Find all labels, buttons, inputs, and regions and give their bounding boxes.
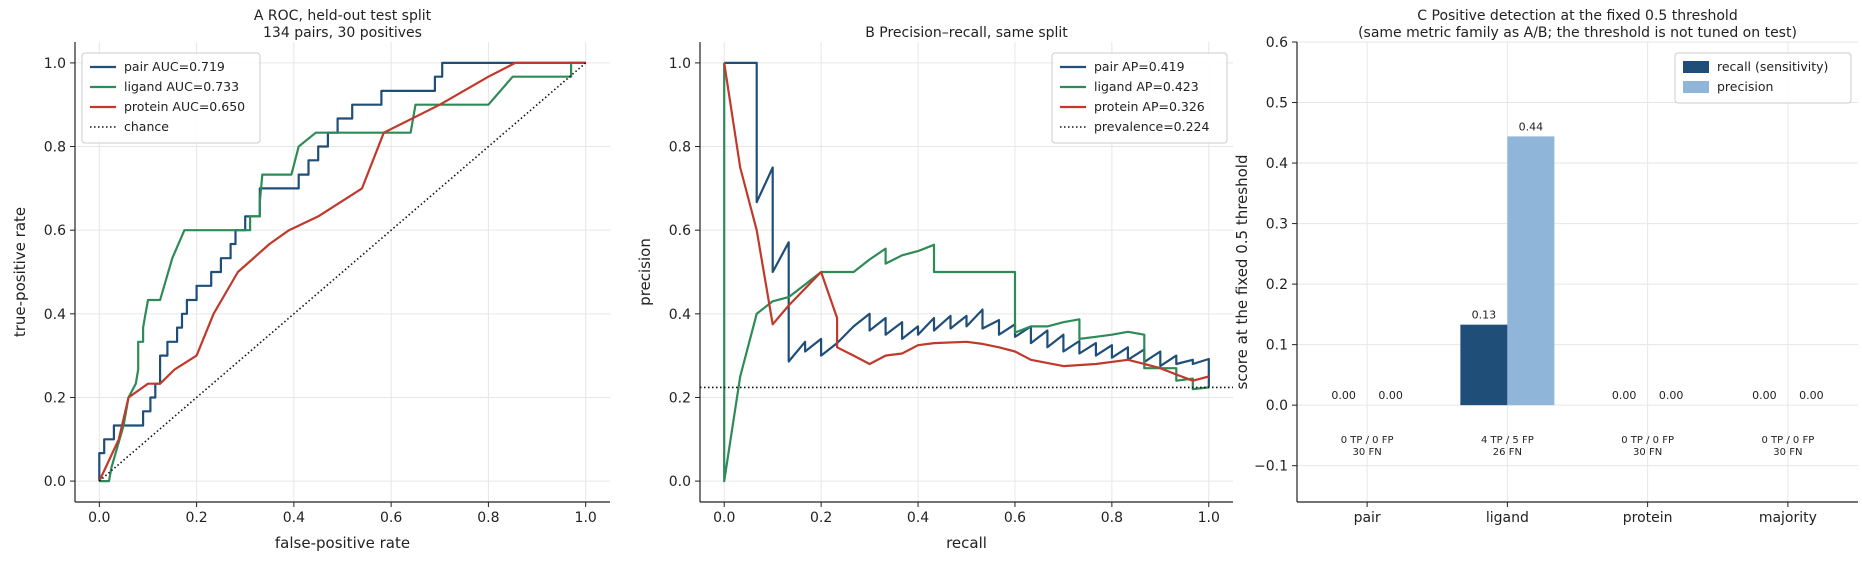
series-line-3 (98, 62, 587, 482)
legend: pair AP=0.419 ligand AP=0.423 protein AP=0… (1051, 52, 1228, 144)
x-tick-label: protein (1623, 510, 1673, 526)
y-tick-label: 0.6 (669, 223, 691, 239)
bar-annotation-line1: 4 TP / 5 FP (1481, 435, 1534, 446)
y-tick-label: −0.1 (1254, 459, 1288, 475)
legend-box (1674, 52, 1852, 104)
y-tick-label: 0.1 (1266, 338, 1288, 354)
x-tick-label: 0.6 (380, 510, 402, 526)
bar-value-label: 0.00 (1378, 389, 1403, 402)
y-tick-label: 0.3 (1266, 217, 1288, 233)
x-axis-label: recall (946, 534, 987, 552)
x-tick-label: 0.0 (88, 510, 110, 526)
chart-subtitle: 134 pairs, 30 positives (263, 25, 422, 41)
y-axis-label: precision (636, 238, 654, 306)
bar-ligand-1 (1507, 136, 1555, 406)
series-line-1 (99, 61, 586, 483)
chart-subtitle: (same metric family as A/B; the threshol… (1358, 25, 1797, 41)
panel-b: 0.0 0.0 0.2 0.2 0.4 0.4 0.6 0.6 0.8 0.8 1.0 1.0 B Pr… (636, 25, 1233, 552)
panel-a: 0.0 0.0 0.2 0.2 0.4 0.4 0.6 0.6 0.8 0.8 1.0 1.0 A RO… (11, 8, 610, 552)
x-tick-label: 0.4 (283, 510, 305, 526)
y-axis-label: true-positive rate (11, 207, 29, 337)
bar-value-label: 0.00 (1799, 389, 1824, 402)
y-axis-label: score at the fixed 0.5 threshold (1233, 155, 1251, 390)
legend-label: protein AP=0.326 (1094, 99, 1205, 114)
bar-value-label: 0.00 (1612, 389, 1637, 402)
legend-box (1051, 52, 1228, 144)
panel-c: −0.1 0.0 0.1 0.2 0.3 0.4 0.5 0.6 0.00 0.00 0 TP / … (1233, 8, 1858, 526)
series-line-1 (723, 62, 1209, 483)
chart-title: A ROC, held-out test split (254, 8, 432, 24)
x-tick-label: 0.2 (185, 510, 207, 526)
legend: pair AUC=0.719 ligand AUC=0.733 protein AU… (81, 52, 261, 144)
y-tick-label: 0.6 (44, 223, 66, 239)
x-tick-label: 0.8 (477, 510, 499, 526)
y-tick-label: 0.4 (44, 307, 66, 323)
legend-label: precision (1717, 79, 1773, 94)
x-tick-label: 0.4 (907, 510, 929, 526)
legend-swatch (1683, 81, 1709, 93)
y-tick-label: 0.5 (1266, 96, 1288, 112)
x-tick-label: pair (1354, 510, 1381, 526)
bar-annotation-line2: 30 FN (1773, 447, 1802, 458)
series-line-2 (98, 61, 586, 482)
legend-label: ligand AUC=0.733 (124, 79, 239, 94)
x-tick-label: 0.8 (1101, 510, 1123, 526)
y-tick-label: 0.4 (1266, 156, 1288, 172)
bar-annotation-line2: 30 FN (1633, 447, 1662, 458)
legend-label: pair AP=0.419 (1094, 59, 1185, 74)
bar-value-label: 0.13 (1472, 309, 1497, 322)
chart-title: B Precision–recall, same split (865, 25, 1068, 41)
x-tick-label: 0.0 (713, 510, 735, 526)
series-line-0 (98, 61, 586, 482)
legend-label: prevalence=0.224 (1094, 119, 1210, 134)
x-tick-label: majority (1759, 510, 1817, 526)
x-tick-label: 0.2 (810, 510, 832, 526)
bar-annotation-line1: 0 TP / 0 FP (1762, 435, 1815, 446)
legend-label: pair AUC=0.719 (124, 59, 225, 74)
legend-swatch (1683, 61, 1709, 73)
y-tick-label: 0.8 (669, 140, 691, 156)
bar-value-label: 0.00 (1752, 389, 1777, 402)
legend-label: protein AUC=0.650 (124, 99, 245, 114)
legend-label: ligand AP=0.423 (1094, 79, 1199, 94)
series-line-2 (723, 62, 1210, 382)
bar-value-label: 0.00 (1659, 389, 1684, 402)
y-tick-label: 0.8 (44, 140, 66, 156)
y-tick-label: 0.2 (1266, 277, 1288, 293)
x-axis-label: false-positive rate (275, 534, 410, 552)
legend-label: recall (sensitivity) (1717, 59, 1828, 74)
x-tick-label: 1.0 (1198, 510, 1220, 526)
bar-annotation-line2: 26 FN (1493, 447, 1522, 458)
series-line-0 (724, 61, 1210, 387)
y-tick-label: 1.0 (669, 56, 691, 72)
legend-box (81, 52, 261, 144)
legend-label: chance (124, 119, 169, 134)
y-tick-label: 0.2 (44, 390, 66, 406)
y-tick-label: 0.0 (44, 474, 66, 490)
y-tick-label: 0.0 (1266, 398, 1288, 414)
legend: recall (sensitivity) precision (1674, 52, 1852, 104)
y-tick-label: 0.2 (669, 390, 691, 406)
x-tick-label: 1.0 (575, 510, 597, 526)
y-tick-label: 1.0 (44, 56, 66, 72)
bar-annotation-line1: 0 TP / 0 FP (1341, 435, 1394, 446)
y-tick-label: 0.0 (669, 474, 691, 490)
y-tick-label: 0.4 (669, 307, 691, 323)
bar-annotation-line1: 0 TP / 0 FP (1621, 435, 1674, 446)
bar-ligand-0 (1460, 324, 1508, 406)
chart-title: C Positive detection at the fixed 0.5 th… (1417, 8, 1737, 24)
bar-value-label: 0.00 (1331, 389, 1356, 402)
x-tick-label: ligand (1486, 510, 1529, 526)
x-tick-label: 0.6 (1004, 510, 1026, 526)
y-tick-label: 0.6 (1266, 35, 1288, 51)
bar-annotation-line2: 30 FN (1353, 447, 1382, 458)
bar-value-label: 0.44 (1519, 120, 1544, 133)
